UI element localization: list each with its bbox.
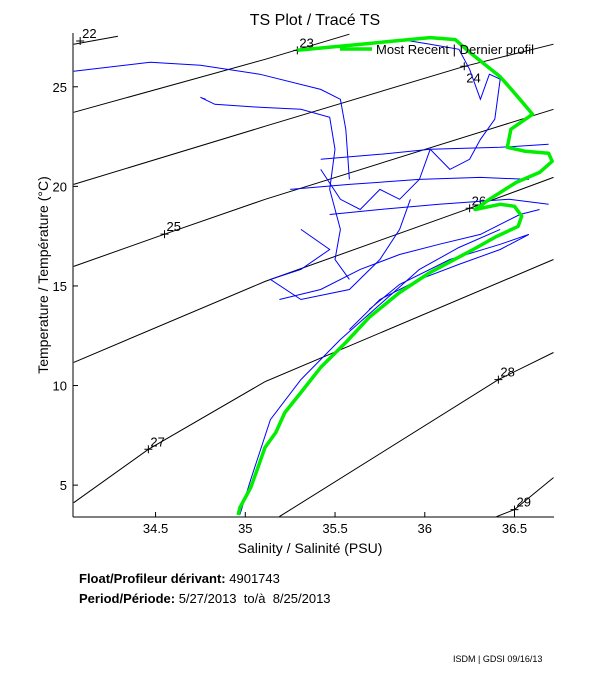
x-tick-label: 34.5 xyxy=(143,521,168,536)
isopycnal-marker xyxy=(494,375,503,384)
float-info: Float/Profileur dérivant: 4901743 xyxy=(79,571,280,586)
y-tick-label: 20 xyxy=(53,179,67,194)
x-axis-label: Salinity / Salinité (PSU) xyxy=(238,540,383,556)
isopycnal-label: 29 xyxy=(517,495,531,510)
history-profile xyxy=(349,233,530,330)
isopycnal-label: 24 xyxy=(466,70,480,85)
period-info: Period/Période: 5/27/2013 to/à 8/25/2013 xyxy=(79,591,331,606)
to-label: to/à xyxy=(243,591,266,606)
isopycnal-line-24 xyxy=(73,43,554,185)
isopycnal-marker xyxy=(76,36,85,45)
history-profile xyxy=(290,176,529,190)
isopycnal-line-25 xyxy=(73,108,554,267)
isopycnal-marker xyxy=(465,204,474,213)
y-axis-label: Temperature / Température (°C) xyxy=(35,176,51,374)
history-profile xyxy=(329,198,549,215)
start-date: 5/27/2013 xyxy=(178,591,237,606)
x-tick-label: 36 xyxy=(418,521,432,536)
history-profile xyxy=(239,228,501,515)
y-tick-label: 15 xyxy=(53,279,67,294)
isopycnal-line-23 xyxy=(73,33,350,113)
x-tick-label: 35 xyxy=(238,521,252,536)
y-tick-label: 5 xyxy=(60,478,67,493)
isopycnal-marker xyxy=(460,62,469,71)
isopycnal-label: 22 xyxy=(82,26,96,41)
end-date: 8/25/2013 xyxy=(272,591,331,606)
chart-title: TS Plot / Tracé TS xyxy=(250,12,380,29)
x-tick-label: 35.5 xyxy=(322,521,347,536)
history-profile xyxy=(200,96,350,280)
period-label: Period/Période: xyxy=(79,591,176,606)
float-label: Float/Profileur dérivant: xyxy=(79,571,226,586)
isopycnal-line-26 xyxy=(73,176,554,363)
isopycnal-label: 27 xyxy=(150,434,164,449)
isopycnal-line-27 xyxy=(73,259,554,504)
legend-label: Most Recent | Dernier profil xyxy=(376,42,534,57)
isopycnal-line-22 xyxy=(73,35,118,45)
y-tick-label: 10 xyxy=(53,379,67,394)
history-profile xyxy=(320,38,501,211)
footer-stamp: ISDM | GDSI 09/16/13 xyxy=(453,654,543,664)
isopycnal-label: 25 xyxy=(167,219,181,234)
history-profile xyxy=(73,61,350,180)
isopycnal-marker xyxy=(144,445,153,454)
history-profile xyxy=(320,143,549,160)
most-recent-profile xyxy=(236,35,554,516)
history-profile xyxy=(279,209,540,300)
history-profile xyxy=(269,199,411,301)
float-id: 4901743 xyxy=(229,571,280,586)
x-tick-label: 36.5 xyxy=(502,521,527,536)
isopycnal-label: 28 xyxy=(500,365,514,380)
y-tick-label: 25 xyxy=(53,80,67,95)
isopycnal-marker xyxy=(160,230,169,239)
isopycnal-label: 23 xyxy=(299,35,313,50)
